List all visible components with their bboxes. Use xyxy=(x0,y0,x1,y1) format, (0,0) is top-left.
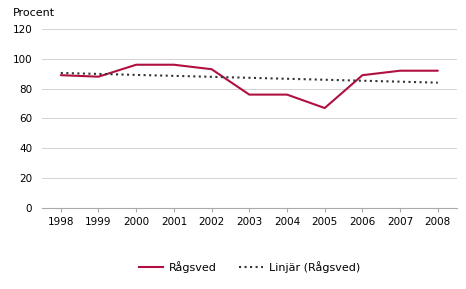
Legend: Rågsved, Linjär (Rågsved): Rågsved, Linjär (Rågsved) xyxy=(134,257,364,278)
Text: Procent: Procent xyxy=(13,8,55,18)
